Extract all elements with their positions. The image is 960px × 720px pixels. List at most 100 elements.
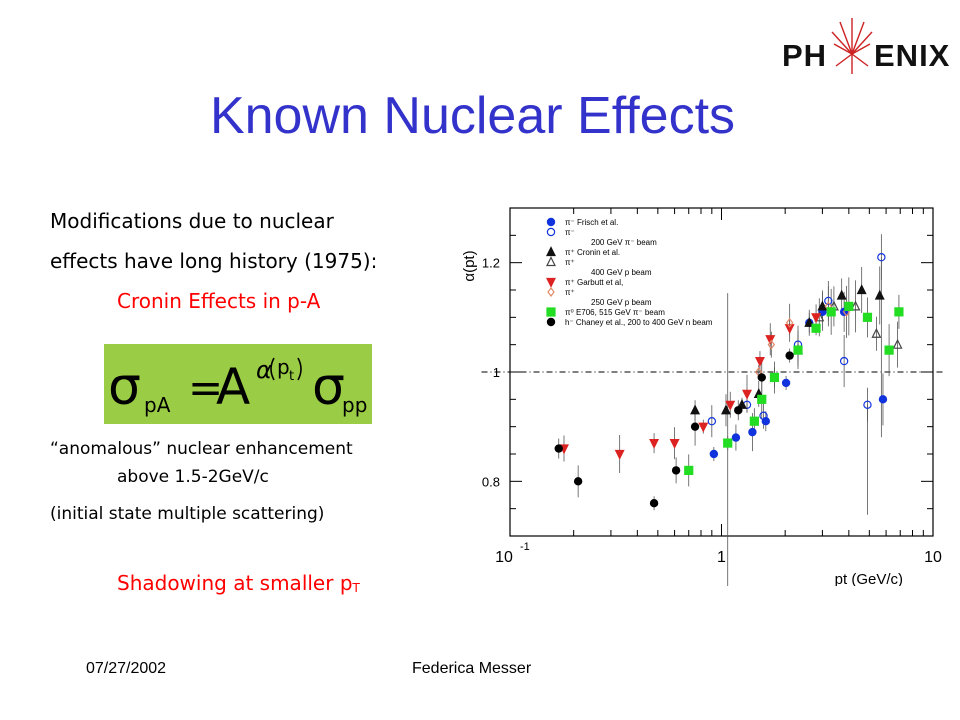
legend-label: h⁻ Chaney et al., 200 to 400 GeV n beam bbox=[565, 318, 713, 327]
data-point bbox=[863, 400, 872, 409]
legend-label: π⁺ Garbutt et al, bbox=[565, 278, 623, 287]
legend-marker bbox=[546, 317, 556, 327]
data-point bbox=[754, 356, 765, 367]
legend-marker bbox=[546, 246, 556, 257]
data-point bbox=[767, 339, 776, 350]
x-tick-label-exponent: -1 bbox=[520, 541, 530, 553]
legend-marker bbox=[547, 287, 555, 297]
data-point bbox=[649, 499, 659, 508]
data-point bbox=[759, 411, 768, 420]
cronin-effects-heading: Cronin Effects in p-A bbox=[117, 289, 321, 313]
legend-sublabel: 400 GeV p beam bbox=[591, 268, 652, 277]
slide-title: Known Nuclear Effects bbox=[209, 87, 736, 145]
data-point bbox=[684, 465, 694, 475]
data-point bbox=[573, 477, 583, 486]
data-point bbox=[725, 400, 736, 411]
data-point bbox=[757, 394, 767, 404]
data-point bbox=[757, 373, 766, 382]
data-point bbox=[811, 323, 821, 333]
data-points bbox=[554, 253, 904, 508]
data-point bbox=[749, 416, 759, 426]
legend-sublabel: 200 GeV π⁻ beam bbox=[591, 238, 657, 247]
x-axis-label: pt (GeV/c) bbox=[835, 571, 903, 586]
formula-paren-right bbox=[297, 357, 302, 381]
legend-sublabel: 250 GeV p beam bbox=[591, 298, 652, 307]
bullet-line-2: effects have long history (1975): bbox=[50, 249, 378, 273]
formula-base: A bbox=[216, 358, 250, 416]
formula-paren-left bbox=[270, 357, 275, 381]
data-point bbox=[769, 372, 780, 383]
footer-date: 07/27/2002 bbox=[86, 660, 167, 677]
logo-text-right: ENIX bbox=[874, 38, 951, 73]
legend-marker bbox=[546, 227, 556, 237]
data-point bbox=[554, 444, 563, 453]
anomalous-enhancement-text: “anomalous” nuclear enhancement bbox=[50, 439, 353, 459]
data-point bbox=[690, 422, 700, 431]
data-point bbox=[884, 345, 894, 355]
formula-sub-left: pA bbox=[144, 393, 171, 417]
logo-text-left: PH bbox=[782, 38, 828, 73]
shadowing-sub: T bbox=[352, 581, 360, 595]
data-point bbox=[781, 378, 791, 388]
bullet-line-1: Modifications due to nuclear bbox=[50, 209, 334, 233]
data-point bbox=[721, 404, 731, 415]
data-point bbox=[669, 438, 680, 449]
data-point bbox=[784, 324, 795, 335]
data-point bbox=[850, 300, 861, 311]
formula-exponent-sub: t bbox=[289, 369, 294, 384]
data-point bbox=[824, 296, 833, 306]
data-point bbox=[877, 253, 886, 262]
x-tick-label: 10 bbox=[495, 549, 513, 566]
data-point bbox=[765, 335, 776, 346]
data-point bbox=[836, 289, 847, 300]
axis-labels: α(pt) pt (GeV/c) bbox=[461, 250, 903, 586]
formula-equals: = bbox=[188, 363, 223, 412]
data-point bbox=[671, 466, 681, 475]
data-point bbox=[811, 313, 822, 324]
data-point bbox=[734, 406, 743, 415]
data-point bbox=[878, 395, 888, 404]
data-point bbox=[709, 449, 719, 459]
shadowing-heading: Shadowing at smaller pT bbox=[117, 571, 360, 595]
data-point bbox=[785, 351, 794, 360]
legend-label: π⁻ Frisch et al. bbox=[565, 218, 618, 227]
data-point bbox=[785, 317, 794, 328]
y-axis-label: α(pt) bbox=[461, 250, 478, 281]
data-point bbox=[844, 301, 854, 312]
data-point bbox=[748, 427, 757, 437]
y-tick-label: 0.8 bbox=[482, 474, 500, 489]
formula-sub-right: pp bbox=[342, 393, 367, 417]
data-point bbox=[649, 438, 660, 449]
anomalous-enhancement-cont: above 1.5-2GeV/c bbox=[117, 467, 269, 487]
legend-marker bbox=[546, 217, 556, 227]
footer-author: Federica Messer bbox=[412, 660, 532, 677]
data-point bbox=[742, 389, 752, 400]
initial-state-text: (initial state multiple scattering) bbox=[50, 504, 325, 524]
formula-sigma-left: σ bbox=[108, 357, 141, 417]
legend-label: π⁻ bbox=[565, 228, 575, 237]
data-point bbox=[862, 312, 873, 322]
legend-label: π⁺ bbox=[565, 288, 575, 297]
legend-marker bbox=[546, 277, 556, 288]
phoenix-star-icon bbox=[831, 18, 873, 74]
data-point bbox=[698, 422, 709, 433]
data-point bbox=[871, 327, 882, 338]
legend-label: π⁺ bbox=[565, 258, 575, 267]
data-point bbox=[817, 300, 828, 311]
x-tick-label: 10 bbox=[924, 549, 942, 566]
shadowing-text: Shadowing at smaller p bbox=[117, 571, 353, 595]
legend-marker bbox=[546, 256, 556, 267]
formula-sigma-right: σ bbox=[312, 357, 345, 417]
data-point bbox=[793, 345, 803, 355]
legend-label: π⁺ Cronin et al. bbox=[565, 248, 620, 257]
data-point bbox=[614, 449, 625, 460]
data-point bbox=[874, 289, 885, 300]
data-point bbox=[856, 284, 867, 295]
data-point bbox=[731, 433, 741, 442]
phenix-logo: PH ENIX bbox=[782, 14, 951, 78]
legend-marker bbox=[546, 307, 556, 317]
x-tick-label: 1 bbox=[717, 549, 726, 566]
formula-exponent-alpha: α bbox=[256, 356, 272, 384]
